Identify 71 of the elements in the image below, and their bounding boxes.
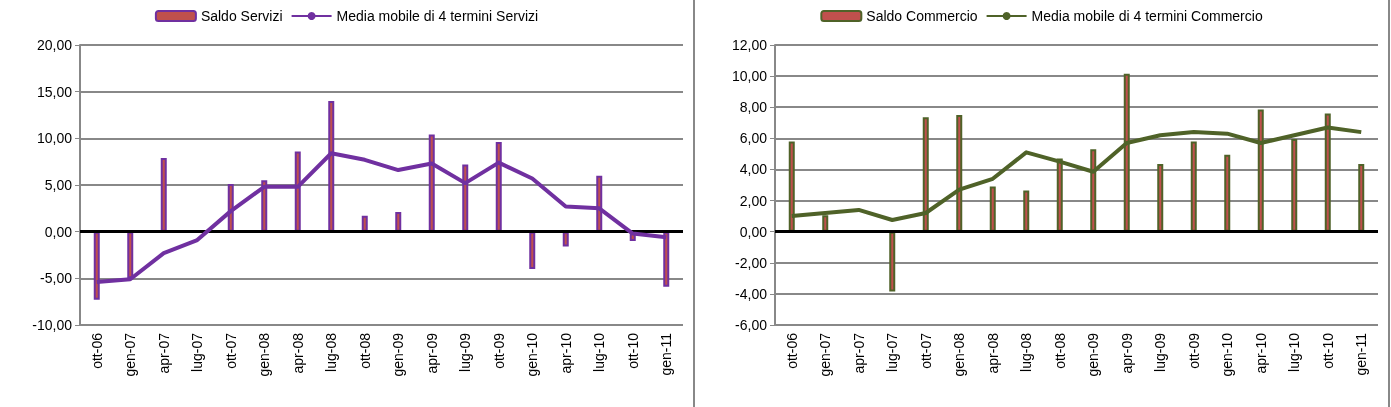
x-tick-label: gen-11 (1353, 332, 1370, 376)
x-tick-label: apr-08 (984, 332, 1001, 374)
x-tick-label: gen-07 (817, 332, 834, 377)
x-tick-label: gen-08 (256, 332, 273, 377)
bar (1358, 164, 1365, 232)
x-tick-label: gen-09 (390, 332, 407, 377)
x-tick-label: lug-07 (189, 332, 206, 372)
bar (127, 231, 134, 279)
bar (462, 164, 469, 232)
x-tick-label: lug-10 (591, 332, 608, 372)
x-tick-label: apr-10 (557, 332, 574, 374)
x-tick-label: lug-09 (457, 332, 474, 372)
legend-label: Saldo Commercio (866, 8, 978, 24)
bar (562, 231, 569, 247)
bar (889, 231, 896, 292)
y-tick-label: 6,00 (739, 130, 768, 147)
x-tick-label: ott-10 (624, 332, 641, 369)
x-tick-label: gen-08 (951, 332, 968, 377)
x-tick-label: apr-07 (155, 332, 172, 374)
x-tick-label: lug-09 (1152, 332, 1169, 372)
y-tick-label: 0,00 (44, 223, 73, 240)
x-tick-label: ott-08 (1051, 332, 1068, 369)
x-tick-label: gen-11 (658, 332, 675, 376)
x-tick-label: gen-10 (1219, 332, 1236, 377)
x-tick-label: ott-07 (222, 332, 239, 369)
x-tick-label: lug-08 (1018, 332, 1035, 372)
x-tick-label: lug-07 (884, 332, 901, 372)
y-tick-label: 5,00 (44, 177, 73, 193)
x-tick-label: apr-08 (289, 332, 306, 374)
y-tick-label: 15,00 (36, 83, 73, 100)
y-tick-label: -5,00 (40, 270, 73, 287)
y-tick-label: 4,00 (739, 161, 768, 178)
x-tick-label: ott-09 (1185, 332, 1202, 369)
bar (1224, 154, 1231, 232)
x-tick-label: ott-10 (1319, 332, 1336, 369)
y-tick-label: 12,00 (731, 37, 768, 53)
bar (361, 215, 368, 232)
x-tick-label: gen-09 (1085, 332, 1102, 377)
x-tick-label: lug-10 (1286, 332, 1303, 372)
x-tick-label: ott-07 (917, 332, 934, 369)
x-tick-label: apr-10 (1252, 332, 1269, 374)
y-tick-label: 2,00 (739, 192, 768, 209)
legend-label: Media mobile di 4 termini Commercio (1031, 8, 1263, 24)
y-tick-label: -2,00 (735, 254, 768, 271)
legend-label: Media mobile di 4 termini Servizi (336, 8, 539, 24)
x-tick-label: gen-07 (122, 332, 139, 377)
bar (989, 186, 996, 232)
bar (1023, 190, 1030, 232)
bar (1157, 164, 1164, 232)
y-tick-label: 10,00 (731, 68, 768, 85)
x-tick-label: apr-07 (850, 332, 867, 374)
y-tick-label: 20,00 (36, 37, 73, 53)
bar (160, 157, 167, 232)
legend-label: Saldo Servizi (200, 8, 283, 24)
y-tick-label: -10,00 (32, 317, 73, 333)
bar (395, 212, 402, 232)
x-tick-label: gen-10 (524, 332, 541, 377)
x-tick-label: ott-08 (356, 332, 373, 369)
x-tick-label: apr-09 (423, 332, 440, 374)
bar (1190, 141, 1197, 232)
x-tick-label: lug-08 (323, 332, 340, 372)
y-tick-label: 10,00 (36, 130, 73, 147)
y-tick-label: -4,00 (735, 285, 768, 302)
x-tick-label: ott-09 (490, 332, 507, 369)
y-tick-label: 8,00 (739, 99, 768, 116)
x-tick-label: apr-09 (1118, 332, 1135, 374)
x-tick-label: ott-06 (783, 332, 800, 369)
y-tick-label: -6,00 (735, 317, 768, 333)
bar (529, 231, 536, 269)
x-tick-label: ott-06 (88, 332, 105, 369)
y-tick-label: 0,00 (739, 223, 768, 240)
